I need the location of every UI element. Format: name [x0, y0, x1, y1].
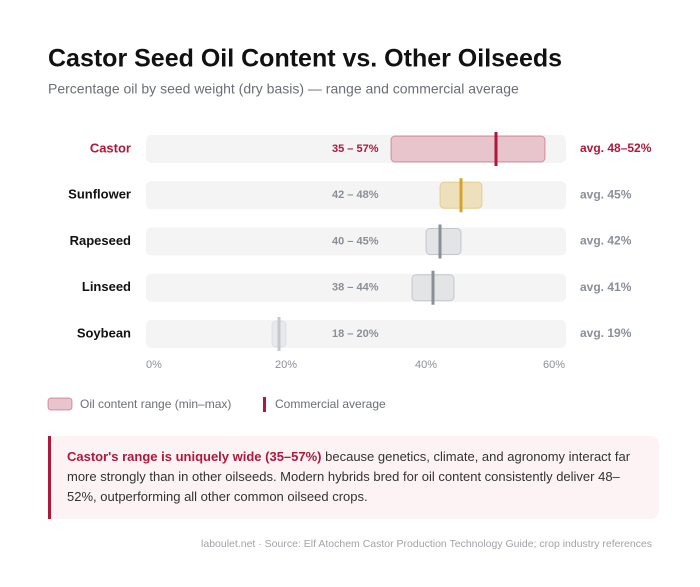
track [146, 273, 566, 302]
callout: Castor's range is uniquely wide (35–57%)… [48, 436, 659, 519]
x-tick-label: 20% [275, 359, 297, 371]
average-marker [438, 224, 442, 259]
average-marker [431, 270, 435, 305]
average-label: avg. 48–52% [580, 141, 652, 155]
average-label: avg. 41% [580, 280, 632, 294]
x-tick-label: 40% [415, 359, 437, 371]
category-label: Rapeseed [70, 233, 131, 248]
average-marker [494, 132, 498, 166]
callout-lead: Castor's range is uniquely wide (35–57%) [67, 449, 322, 464]
legend-label: Commercial average [275, 397, 386, 411]
average-marker [459, 178, 463, 213]
range-label: 18 – 20% [332, 328, 379, 340]
chart-subtitle: Percentage oil by seed weight (dry basis… [48, 81, 519, 97]
range-label: 42 – 48% [332, 189, 379, 201]
chart: Castor Seed Oil Content vs. Other Oilsee… [47, 45, 652, 412]
legend-label: Oil content range (min–max) [80, 397, 231, 411]
average-label: avg. 42% [580, 234, 632, 248]
category-label: Soybean [77, 325, 131, 340]
range-bar [390, 135, 546, 163]
range-label: 35 – 57% [332, 143, 379, 155]
category-label: Sunflower [68, 187, 131, 202]
category-label: Castor [90, 140, 131, 155]
range-label: 40 – 45% [332, 235, 379, 247]
range-label: 38 – 44% [332, 282, 379, 294]
chart-title: Castor Seed Oil Content vs. Other Oilsee… [48, 45, 562, 73]
average-label: avg. 19% [580, 326, 632, 340]
x-tick-label: 0% [146, 359, 162, 371]
legend-swatch [263, 397, 266, 412]
track [146, 320, 566, 348]
category-label: Linseed [82, 279, 131, 294]
average-label: avg. 45% [580, 187, 632, 201]
callout-text: because genetics, climate, and agronomy … [67, 449, 631, 504]
average-marker [277, 317, 281, 351]
legend-swatch [47, 397, 73, 411]
x-tick-label: 60% [543, 359, 565, 371]
range-bar [425, 228, 462, 255]
source: laboulet.net · Source: Elf Atochem Casto… [201, 538, 652, 550]
